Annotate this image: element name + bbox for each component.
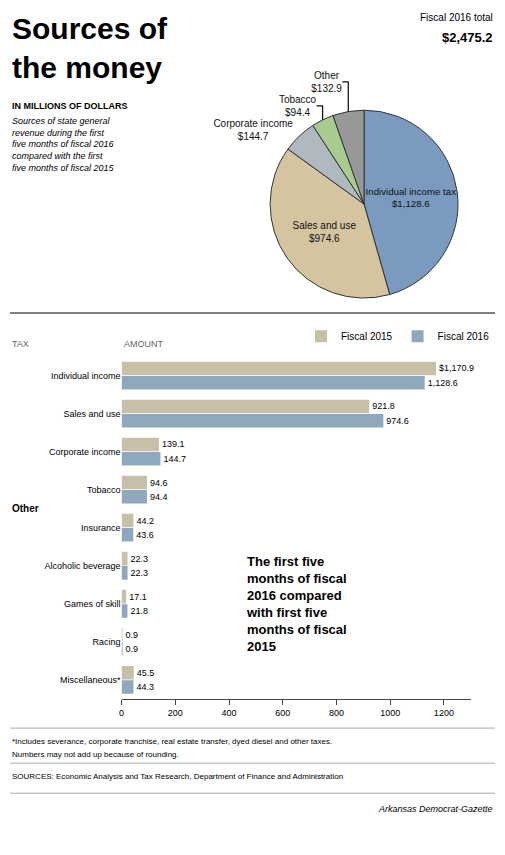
svg-text:44.2: 44.2 xyxy=(136,516,154,526)
svg-text:Individual income tax$1,128.6: Individual income tax$1,128.6 xyxy=(366,186,457,210)
svg-text:139.1: 139.1 xyxy=(162,439,185,449)
svg-text:Other$132.9: Other$132.9 xyxy=(311,70,342,94)
svg-text:94.4: 94.4 xyxy=(150,492,168,502)
svg-text:Fiscal 2016 total: Fiscal 2016 total xyxy=(420,12,493,23)
svg-text:1000: 1000 xyxy=(380,708,400,718)
svg-text:The first fivemonths of fiscal: The first fivemonths of fiscal2016 compa… xyxy=(246,554,347,654)
svg-text:AMOUNT: AMOUNT xyxy=(124,339,163,349)
svg-text:Numbers may not add up because: Numbers may not add up because of roundi… xyxy=(12,750,179,759)
svg-text:22.3: 22.3 xyxy=(131,554,149,564)
svg-text:200: 200 xyxy=(168,708,183,718)
svg-text:$1,170.9: $1,170.9 xyxy=(439,363,474,373)
svg-text:Racing: Racing xyxy=(93,637,121,647)
svg-text:Tobacco: Tobacco xyxy=(87,485,121,495)
svg-text:43.6: 43.6 xyxy=(136,530,154,540)
svg-text:44.3: 44.3 xyxy=(136,682,154,692)
svg-text:IN MILLIONS OF DOLLARS: IN MILLIONS OF DOLLARS xyxy=(12,101,128,111)
svg-text:1,128.6: 1,128.6 xyxy=(428,378,458,388)
svg-text:0.9: 0.9 xyxy=(126,644,139,654)
svg-text:Alcoholic beverage: Alcoholic beverage xyxy=(44,561,120,571)
svg-text:400: 400 xyxy=(221,708,236,718)
svg-text:800: 800 xyxy=(329,708,344,718)
svg-text:Individual income: Individual income xyxy=(51,371,121,381)
svg-text:Tobacco$94.4: Tobacco$94.4 xyxy=(279,94,317,118)
svg-text:94.6: 94.6 xyxy=(150,478,168,488)
svg-text:0: 0 xyxy=(119,708,124,718)
svg-text:1200: 1200 xyxy=(434,708,454,718)
svg-text:144.7: 144.7 xyxy=(163,454,186,464)
svg-text:600: 600 xyxy=(275,708,290,718)
svg-text:Arkansas Democrat-Gazette: Arkansas Democrat-Gazette xyxy=(378,804,493,814)
svg-text:Sales and use$974.6: Sales and use$974.6 xyxy=(293,220,357,244)
svg-text:Other: Other xyxy=(12,503,39,514)
svg-text:17.1: 17.1 xyxy=(129,592,147,602)
svg-text:SOURCES: Economic Analysis and: SOURCES: Economic Analysis and Tax Resea… xyxy=(12,772,343,781)
svg-text:Insurance: Insurance xyxy=(81,523,121,533)
svg-text:45.5: 45.5 xyxy=(137,668,155,678)
svg-text:22.3: 22.3 xyxy=(131,568,149,578)
svg-text:TAX: TAX xyxy=(12,339,29,349)
svg-text:Fiscal 2015: Fiscal 2015 xyxy=(341,331,393,342)
svg-text:*Includes severance, corporate: *Includes severance, corporate franchise… xyxy=(12,737,332,746)
svg-text:974.6: 974.6 xyxy=(386,416,409,426)
svg-text:Miscellaneous*: Miscellaneous* xyxy=(60,675,121,685)
svg-text:Sources ofthe money: Sources ofthe money xyxy=(12,12,168,84)
svg-text:Sources of state generalrevenu: Sources of state generalrevenue during t… xyxy=(12,116,115,173)
svg-text:Games of skill: Games of skill xyxy=(64,599,121,609)
svg-text:Fiscal 2016: Fiscal 2016 xyxy=(438,331,490,342)
svg-text:21.8: 21.8 xyxy=(130,606,148,616)
svg-text:Corporate income: Corporate income xyxy=(49,447,121,457)
svg-text:Corporate income$144.7: Corporate income$144.7 xyxy=(213,118,293,142)
svg-text:Sales and use: Sales and use xyxy=(64,409,121,419)
svg-text:921.8: 921.8 xyxy=(372,401,395,411)
svg-text:0.9: 0.9 xyxy=(126,630,139,640)
svg-text:$2,475.2: $2,475.2 xyxy=(442,30,493,45)
